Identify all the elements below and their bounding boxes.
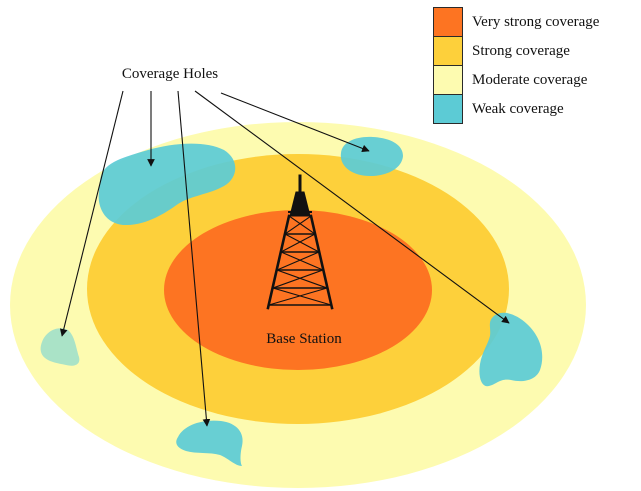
arrow-to-top-right-hole: [220, 92, 370, 153]
legend-item-strong: Strong coverage: [433, 36, 570, 66]
coverage-hole-bottom: [176, 420, 243, 466]
legend-label-strong: Strong coverage: [472, 42, 570, 59]
base-station-label: Base Station: [266, 331, 342, 347]
very-strong-coverage-zone: [164, 210, 432, 370]
coverage-hole-right: [479, 312, 543, 387]
legend-item-weak: Weak coverage: [433, 94, 564, 124]
arrow-to-bottom-hole: [177, 90, 211, 427]
coverage-hole-upper-left: [98, 143, 236, 226]
legend-label-moderate: Moderate coverage: [472, 71, 588, 88]
legend-swatch-strong: [433, 36, 463, 66]
legend-item-very-strong: Very strong coverage: [433, 7, 599, 37]
coverage-holes-label: Coverage Holes: [122, 66, 218, 82]
arrow-to-right-hole: [194, 90, 510, 324]
arrow-to-left-hole: [59, 90, 124, 337]
legend-swatch-very-strong: [433, 7, 463, 37]
legend-swatch-moderate: [433, 65, 463, 95]
cell-tower-icon: [266, 174, 334, 310]
legend-item-moderate: Moderate coverage: [433, 65, 587, 95]
legend-label-weak: Weak coverage: [472, 100, 564, 117]
coverage-hole-arrows: [59, 90, 510, 427]
coverage-hole-top-right: [340, 136, 403, 176]
legend-label-very-strong: Very strong coverage: [472, 13, 600, 30]
coverage-hole-left: [40, 328, 80, 366]
legend-swatch-weak: [433, 94, 463, 124]
